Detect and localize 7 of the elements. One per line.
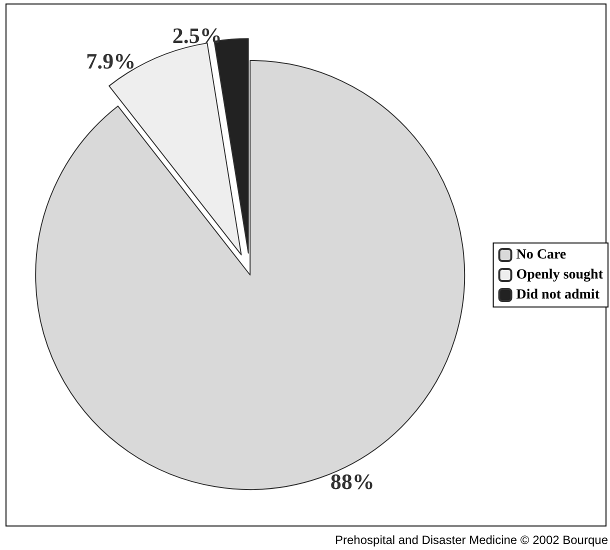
data-label: 88% (330, 469, 374, 494)
legend-label: Openly sought (516, 268, 604, 282)
data-label: 7.9% (86, 48, 136, 74)
text: Prehospital and Disaster Medicine © 2002 Bourque (335, 533, 608, 547)
data-label: 2.5% (172, 22, 222, 48)
legend-label: Did not admit (516, 288, 600, 302)
legend-label: No Care (516, 248, 566, 262)
